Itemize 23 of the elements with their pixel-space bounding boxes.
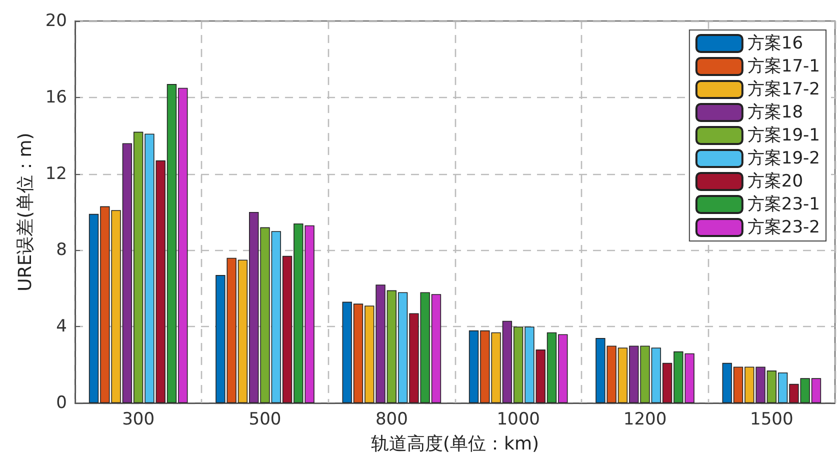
legend-label: 方案17-1 — [747, 56, 820, 76]
x-tick-label: 1000 — [496, 410, 540, 430]
x-tick-label: 800 — [375, 410, 408, 430]
y-tick-label: 4 — [56, 316, 67, 337]
y-tick-label: 0 — [56, 393, 67, 413]
x-tick-label: 1500 — [750, 410, 794, 430]
y-tick-label: 8 — [56, 240, 67, 260]
legend-label: 方案16 — [747, 34, 804, 54]
y-tick-label: 20 — [45, 11, 67, 31]
legend-label: 方案23-2 — [747, 218, 820, 238]
legend-label: 方案18 — [747, 102, 804, 122]
x-tick-label: 500 — [248, 410, 282, 430]
x-axis-title: 轨道高度(单位：km) — [370, 434, 540, 454]
legend-label: 方案23-1 — [747, 194, 820, 214]
x-tick-label: 300 — [122, 410, 155, 430]
y-tick-label: 16 — [45, 87, 67, 108]
x-tick-label: 1200 — [623, 410, 667, 430]
legend-label: 方案19-2 — [747, 148, 820, 168]
legend-label: 方案19-1 — [747, 126, 820, 146]
y-tick-label: 12 — [45, 164, 67, 184]
legend-label: 方案20 — [747, 172, 804, 192]
legend-label: 方案17-2 — [747, 80, 820, 100]
y-axis-title: URE误差(单位：m) — [14, 132, 36, 292]
